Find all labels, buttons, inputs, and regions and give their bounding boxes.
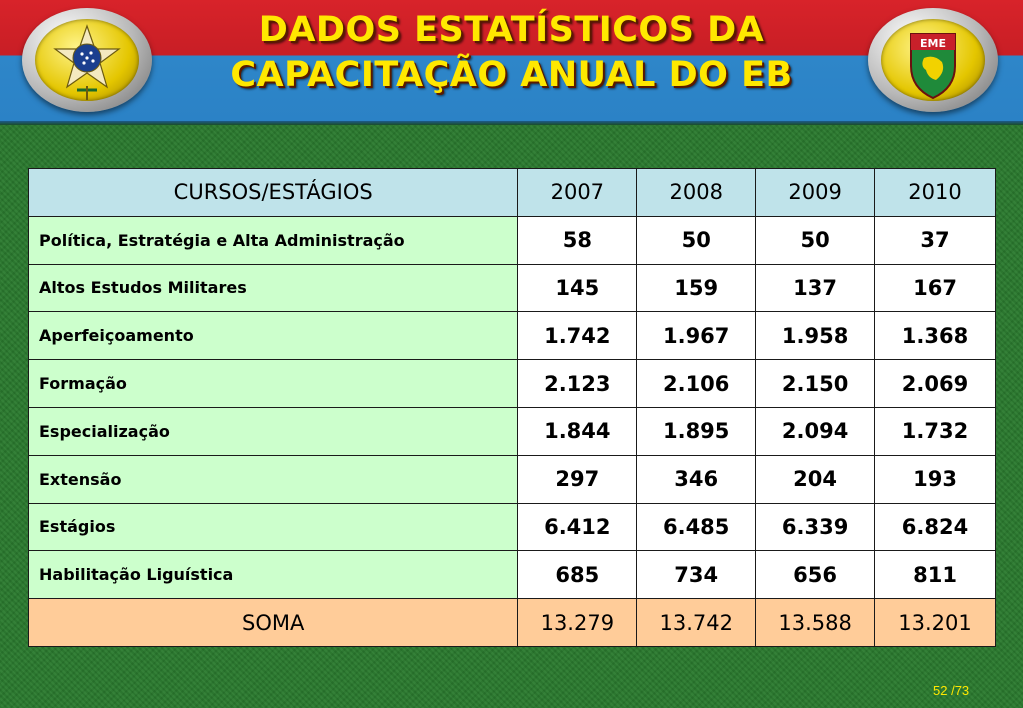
cell-value: 2.123: [517, 359, 638, 408]
cell-value: 193: [874, 454, 996, 504]
cell-value: 685: [517, 550, 638, 600]
page-title: DADOS ESTATÍSTICOS DA CAPACITAÇÃO ANUAL …: [170, 8, 853, 98]
cell-value: 1.967: [636, 311, 757, 361]
cell-value: 1.895: [636, 406, 757, 456]
total-label: SOMA: [27, 598, 519, 647]
cell-value: 734: [636, 550, 757, 600]
row-label: Extensão: [27, 454, 519, 504]
column-header-year: 2007: [517, 168, 638, 217]
header-banner: [0, 0, 1023, 125]
cell-value: 1.742: [517, 311, 638, 361]
table-row: Extensão 297 346 204 193: [27, 454, 996, 504]
page-separator: /: [947, 683, 955, 698]
column-header-courses: CURSOS/ESTÁGIOS: [27, 168, 519, 217]
table-header-row: CURSOS/ESTÁGIOS 2007 2008 2009 2010: [27, 168, 996, 217]
cell-value: 1.844: [517, 406, 638, 456]
cell-value: 6.485: [636, 502, 757, 552]
title-line-2: CAPACITAÇÃO ANUAL DO EB: [230, 55, 793, 95]
cell-value: 2.106: [636, 359, 757, 408]
cell-value: 656: [755, 550, 876, 600]
cell-value: 58: [517, 215, 638, 265]
cell-value: 37: [874, 215, 996, 265]
cell-value: 6.824: [874, 502, 996, 552]
table-row: Formação 2.123 2.106 2.150 2.069: [27, 359, 996, 408]
column-header-year: 2008: [636, 168, 757, 217]
row-label: Formação: [27, 359, 519, 408]
row-label: Política, Estratégia e Alta Administraçã…: [27, 215, 519, 265]
page-current: 52: [933, 683, 948, 698]
total-row: SOMA 13.279 13.742 13.588 13.201: [27, 598, 996, 647]
cell-value: 1.368: [874, 311, 996, 361]
table-row: Especialização 1.844 1.895 2.094 1.732: [27, 406, 996, 456]
row-label: Estágios: [27, 502, 519, 552]
cell-value: 204: [755, 454, 876, 504]
eme-emblem-icon: EME: [868, 8, 998, 112]
cell-value: 145: [517, 263, 638, 313]
column-header-year: 2009: [755, 168, 876, 217]
row-label: Aperfeiçoamento: [27, 311, 519, 361]
table-row: Altos Estudos Militares 145 159 137 167: [27, 263, 996, 313]
statistics-table: CURSOS/ESTÁGIOS 2007 2008 2009 2010 Polí…: [27, 168, 996, 647]
row-label: Especialização: [27, 406, 519, 456]
army-star-emblem-icon: [22, 8, 152, 112]
cell-value: 297: [517, 454, 638, 504]
column-header-year: 2010: [874, 168, 996, 217]
cell-value: 346: [636, 454, 757, 504]
row-label: Habilitação Liguística: [27, 550, 519, 600]
cell-value: 1.732: [874, 406, 996, 456]
cell-value: 2.094: [755, 406, 876, 456]
page-number: 52 /73: [933, 683, 969, 698]
eme-emblem-text: EME: [920, 37, 946, 50]
cell-value: 6.339: [755, 502, 876, 552]
cell-value: 137: [755, 263, 876, 313]
table-row: Habilitação Liguística 685 734 656 811: [27, 550, 996, 600]
title-line-1: DADOS ESTATÍSTICOS DA: [258, 10, 765, 50]
table-row: Política, Estratégia e Alta Administraçã…: [27, 215, 996, 265]
cell-value: 2.069: [874, 359, 996, 408]
table-row: Estágios 6.412 6.485 6.339 6.824: [27, 502, 996, 552]
cell-value: 167: [874, 263, 996, 313]
total-value: 13.588: [755, 598, 876, 647]
cell-value: 50: [755, 215, 876, 265]
total-value: 13.201: [874, 598, 996, 647]
total-value: 13.279: [517, 598, 638, 647]
cell-value: 2.150: [755, 359, 876, 408]
row-label: Altos Estudos Militares: [27, 263, 519, 313]
page-total: 73: [954, 683, 970, 698]
cell-value: 50: [636, 215, 757, 265]
cell-value: 811: [874, 550, 996, 600]
cell-value: 1.958: [755, 311, 876, 361]
total-value: 13.742: [636, 598, 757, 647]
cell-value: 159: [636, 263, 757, 313]
cell-value: 6.412: [517, 502, 638, 552]
table-row: Aperfeiçoamento 1.742 1.967 1.958 1.368: [27, 311, 996, 361]
